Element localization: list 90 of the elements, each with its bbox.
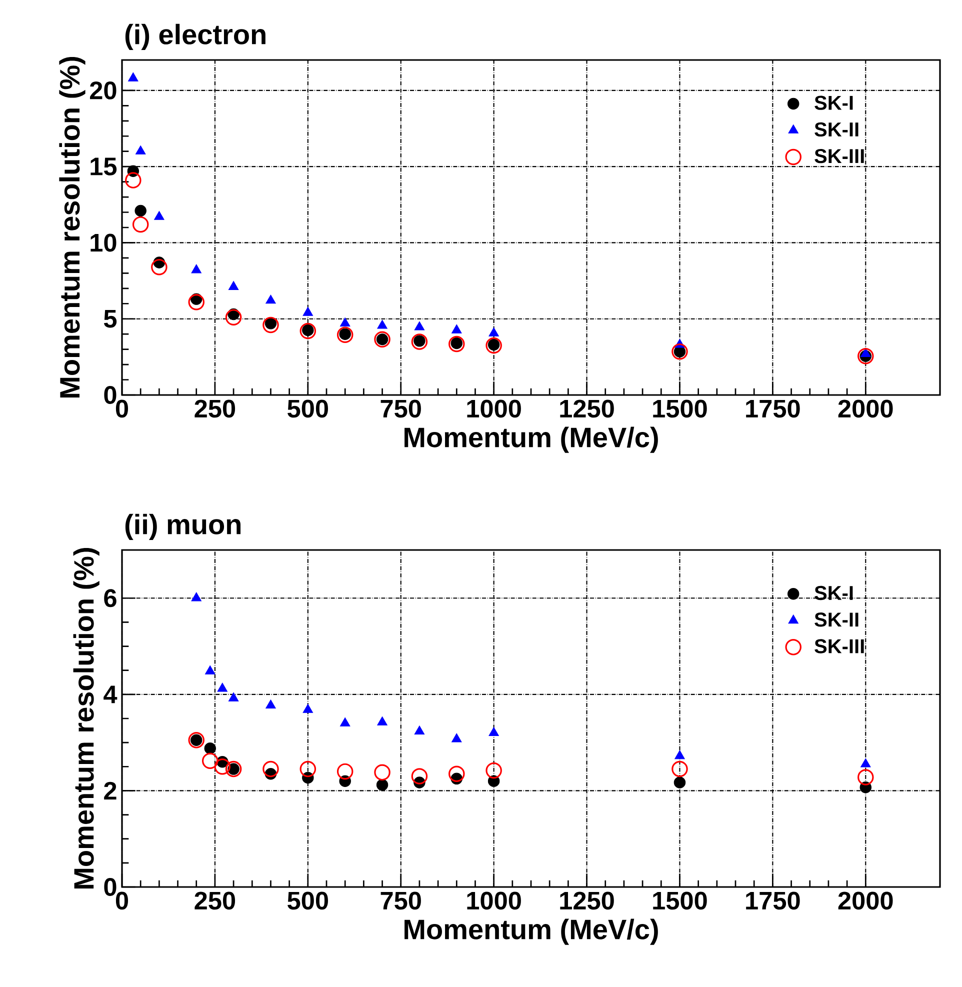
point [228, 281, 239, 290]
point [266, 294, 276, 304]
y-axis-title: Momentum resolution (%) [59, 57, 86, 398]
point [340, 318, 350, 326]
point [188, 294, 204, 310]
y-tick-label: 20 [90, 81, 116, 100]
x-axis-title: Momentum (MeV/c) [404, 426, 658, 453]
y-tick-label: 5 [104, 310, 117, 328]
x-tick-label: 1250 [560, 400, 614, 418]
point [488, 327, 499, 336]
y-tick-label: 15 [90, 158, 117, 176]
point [860, 758, 871, 768]
point [262, 760, 279, 778]
point [674, 776, 686, 788]
x-tick-label: 500 [288, 400, 328, 418]
point [340, 717, 350, 726]
point [262, 316, 279, 334]
legend-label: SK-III [814, 149, 864, 164]
point [448, 766, 465, 782]
x-tick-label: 750 [380, 892, 421, 910]
y-tick-label: 6 [104, 589, 116, 608]
point [151, 258, 168, 276]
point [300, 322, 316, 340]
x-axis-title: Momentum (MeV/c) [404, 918, 658, 945]
y-tick-label: 10 [90, 234, 116, 252]
y-tick-label: 2 [104, 782, 116, 800]
point [672, 760, 688, 778]
point [191, 264, 202, 274]
point [486, 762, 502, 779]
x-tick-label: 750 [380, 400, 421, 418]
point [374, 764, 390, 781]
point [414, 726, 425, 735]
x-tick-label: 0 [116, 892, 128, 910]
legend-label: SK-I [814, 96, 853, 110]
y-axis-title: Momentum resolution (%) [73, 548, 100, 888]
x-tick-label: 1000 [467, 400, 521, 418]
point [217, 682, 228, 692]
point [154, 210, 164, 220]
point [135, 145, 146, 154]
point [414, 321, 425, 330]
point [452, 733, 462, 742]
point [377, 320, 388, 329]
point [302, 306, 314, 316]
point [214, 758, 231, 775]
point [448, 336, 465, 352]
y-tick-label: 4 [104, 686, 118, 704]
chart-title: (i) electron [125, 24, 266, 50]
chart-title: (ii) muon [125, 514, 240, 540]
point [488, 727, 499, 736]
x-tick-label: 1750 [746, 400, 800, 418]
point [128, 72, 138, 82]
x-tick-label: 250 [194, 892, 236, 910]
point [202, 752, 218, 769]
x-tick-label: 1250 [560, 892, 614, 910]
x-tick-label: 250 [194, 400, 236, 418]
point [336, 326, 354, 343]
x-tick-label: 2000 [838, 400, 893, 418]
y-tick-label: 0 [104, 878, 116, 896]
legend-label: SK-II [814, 122, 858, 137]
point [266, 700, 276, 709]
point [300, 760, 316, 778]
point [204, 742, 216, 754]
point [376, 779, 388, 791]
point [228, 692, 239, 702]
y-tick-label: 0 [104, 386, 116, 404]
x-tick-label: 1500 [653, 400, 707, 418]
point [134, 204, 146, 217]
point [225, 309, 242, 326]
x-tick-label: 500 [288, 892, 328, 910]
point [858, 769, 874, 786]
point [411, 768, 428, 784]
point [411, 334, 428, 350]
legend-label: SK-I [814, 586, 853, 600]
x-tick-label: 2000 [838, 892, 893, 910]
point [125, 172, 142, 188]
point [205, 665, 216, 674]
legend-label: SK-II [814, 612, 858, 627]
x-tick-label: 1500 [653, 892, 707, 910]
point [336, 763, 354, 780]
point [486, 337, 502, 354]
point [377, 716, 388, 726]
x-tick-label: 1000 [467, 892, 521, 910]
point [132, 216, 149, 233]
point [191, 592, 202, 602]
point [452, 324, 462, 334]
point [674, 750, 685, 760]
x-tick-label: 0 [116, 400, 128, 418]
legend-label: SK-III [814, 639, 864, 654]
x-tick-label: 1750 [746, 892, 800, 910]
point [302, 704, 314, 713]
